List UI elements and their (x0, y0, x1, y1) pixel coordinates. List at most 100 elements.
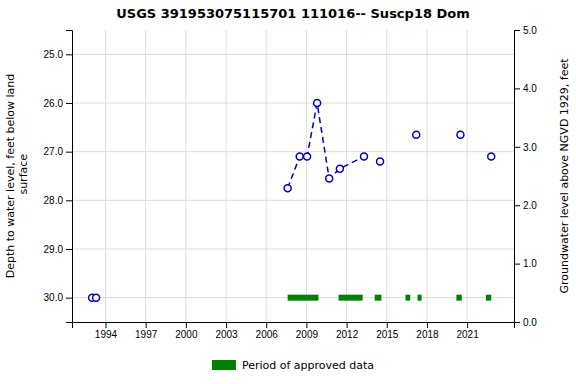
tick: 25.0 (44, 49, 72, 60)
tick: 27.0 (44, 146, 72, 157)
data-point (488, 153, 495, 160)
data-point (304, 153, 311, 160)
tick-mark (186, 322, 187, 328)
legend-label: Period of approved data (242, 359, 374, 372)
axis-line (66, 31, 73, 323)
tick-mark (427, 322, 428, 328)
tick-label: 25.0 (44, 49, 64, 60)
tick-label: 4.0 (523, 83, 537, 94)
grid-line-x (386, 30, 387, 322)
tick-label: 27.0 (44, 146, 64, 157)
plot-area (89, 100, 495, 302)
tick: 28.0 (44, 195, 72, 206)
tick-mark (266, 322, 267, 328)
data-point (284, 185, 291, 192)
grid-line-y (72, 103, 514, 104)
data-point (314, 100, 321, 107)
tick-mark (347, 322, 348, 328)
grid-line-y (72, 54, 514, 55)
tick: 1997 (135, 322, 158, 340)
tick-mark (66, 103, 72, 104)
grid-line-y (72, 200, 514, 201)
axis-line (515, 31, 521, 323)
tick: 2000 (175, 322, 198, 340)
tick-mark (514, 322, 520, 323)
data-point (326, 175, 333, 182)
grid-line-y (72, 151, 514, 152)
data-point (413, 131, 420, 138)
data-span (288, 295, 319, 301)
data-span (418, 295, 422, 301)
tick-label: 2015 (376, 329, 399, 340)
data-span (375, 295, 382, 301)
data-point (360, 153, 367, 160)
tick: 2006 (256, 322, 279, 340)
legend: Period of approved data (212, 359, 374, 372)
tick-label: 2018 (416, 329, 439, 340)
tick-mark (105, 322, 106, 328)
tick-mark (66, 200, 72, 201)
tick: 0.0 (514, 317, 537, 328)
tick-mark (66, 298, 72, 299)
tick-mark (66, 152, 72, 153)
grid-line-x (467, 30, 468, 322)
tick-label: 3.0 (523, 142, 537, 153)
y-axis-label: Depth to water level, feet below land su… (4, 74, 30, 279)
tick-label: 1997 (135, 329, 158, 340)
tick: 2015 (376, 322, 399, 340)
tick: 3.0 (514, 142, 537, 153)
grid-line-x (426, 30, 427, 322)
data-span (406, 295, 411, 301)
tick-mark (146, 322, 147, 328)
title: USGS 391953075115701 111016-- Suscp18 Do… (116, 6, 470, 21)
tick: 5.0 (514, 25, 537, 36)
data-span (456, 295, 461, 301)
tick: 30.0 (44, 292, 72, 303)
tick-mark (387, 322, 388, 328)
tick: 2.0 (514, 200, 537, 211)
tick-mark (226, 322, 227, 328)
tick: 2021 (456, 322, 479, 340)
grid-line-x (185, 30, 186, 322)
tick: 1.0 (514, 258, 537, 269)
legend-item: Period of approved data (212, 359, 374, 372)
tick-mark (306, 322, 307, 328)
grid-line-x (226, 30, 227, 322)
tick: 2003 (215, 322, 238, 340)
data-point (93, 294, 100, 301)
data-point (336, 165, 343, 172)
tick-label: 2021 (456, 329, 479, 340)
tick-label: 2000 (175, 329, 198, 340)
grid-line-x (346, 30, 347, 322)
tick: 1994 (95, 322, 118, 340)
tick-mark (514, 264, 520, 265)
data-line (288, 103, 364, 188)
tick-mark (514, 88, 520, 89)
y2-axis-label: Groundwater level above NGVD 1929, feet (558, 58, 571, 294)
tick-label: 26.0 (44, 98, 64, 109)
tick-label: 1994 (95, 329, 118, 340)
tick-label: 2.0 (523, 200, 537, 211)
tick: 4.0 (514, 83, 537, 94)
tick-mark (66, 54, 72, 55)
grid-line-y (72, 249, 514, 250)
axis-y2ticks: 0.0 1.0 2.0 3.0 4.0 5.0 (514, 25, 537, 328)
tick-label: 2012 (336, 329, 359, 340)
tick-mark (514, 30, 520, 31)
grid-line-x (105, 30, 106, 322)
tick-label: 2003 (215, 329, 238, 340)
grid (72, 30, 514, 322)
data-point (296, 153, 303, 160)
chart: 1994199720002003200620092012201520182021… (0, 0, 576, 384)
grid-line-x (145, 30, 146, 322)
tick: 29.0 (44, 244, 72, 255)
tick-label: 0.0 (523, 317, 537, 328)
axis-yticks: 25.0 26.0 27.0 28.0 29.0 30.0 (44, 31, 73, 323)
data-point (377, 158, 384, 165)
tick-label: 5.0 (523, 25, 537, 36)
grid-line-x (306, 30, 307, 322)
axis-line (73, 323, 515, 329)
tick-label: 1.0 (523, 258, 537, 269)
label-line: surface (17, 154, 30, 198)
tick-mark (467, 322, 468, 328)
